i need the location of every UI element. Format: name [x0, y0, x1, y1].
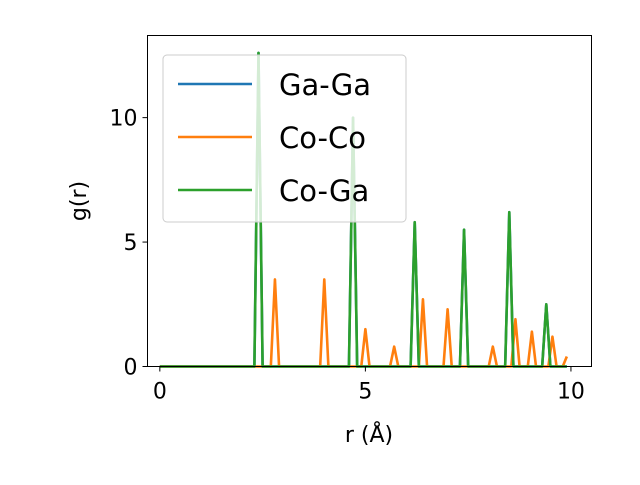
y-tick-label: 0 — [124, 356, 138, 381]
ticks-layer: 0 5 10 0 5 10 — [110, 107, 585, 405]
x-tick-label: 10 — [557, 380, 585, 405]
plot-frame — [147, 35, 592, 367]
legend-label-co-co: Co-Co — [279, 121, 366, 155]
x-tick-label: 5 — [358, 380, 372, 405]
y-tick-label: 5 — [124, 231, 138, 256]
y-tick-label: 10 — [110, 107, 138, 132]
legend: Ga-Ga Co-Co Co-Ga — [162, 54, 407, 223]
x-axis-label: r (Å) — [345, 421, 393, 448]
x-tick-label: 0 — [153, 380, 167, 405]
legend-label-co-ga: Co-Ga — [279, 174, 369, 208]
legend-label-ga-ga: Ga-Ga — [279, 68, 371, 102]
y-axis-label: g(r) — [67, 181, 92, 221]
legend-box — [162, 54, 407, 223]
